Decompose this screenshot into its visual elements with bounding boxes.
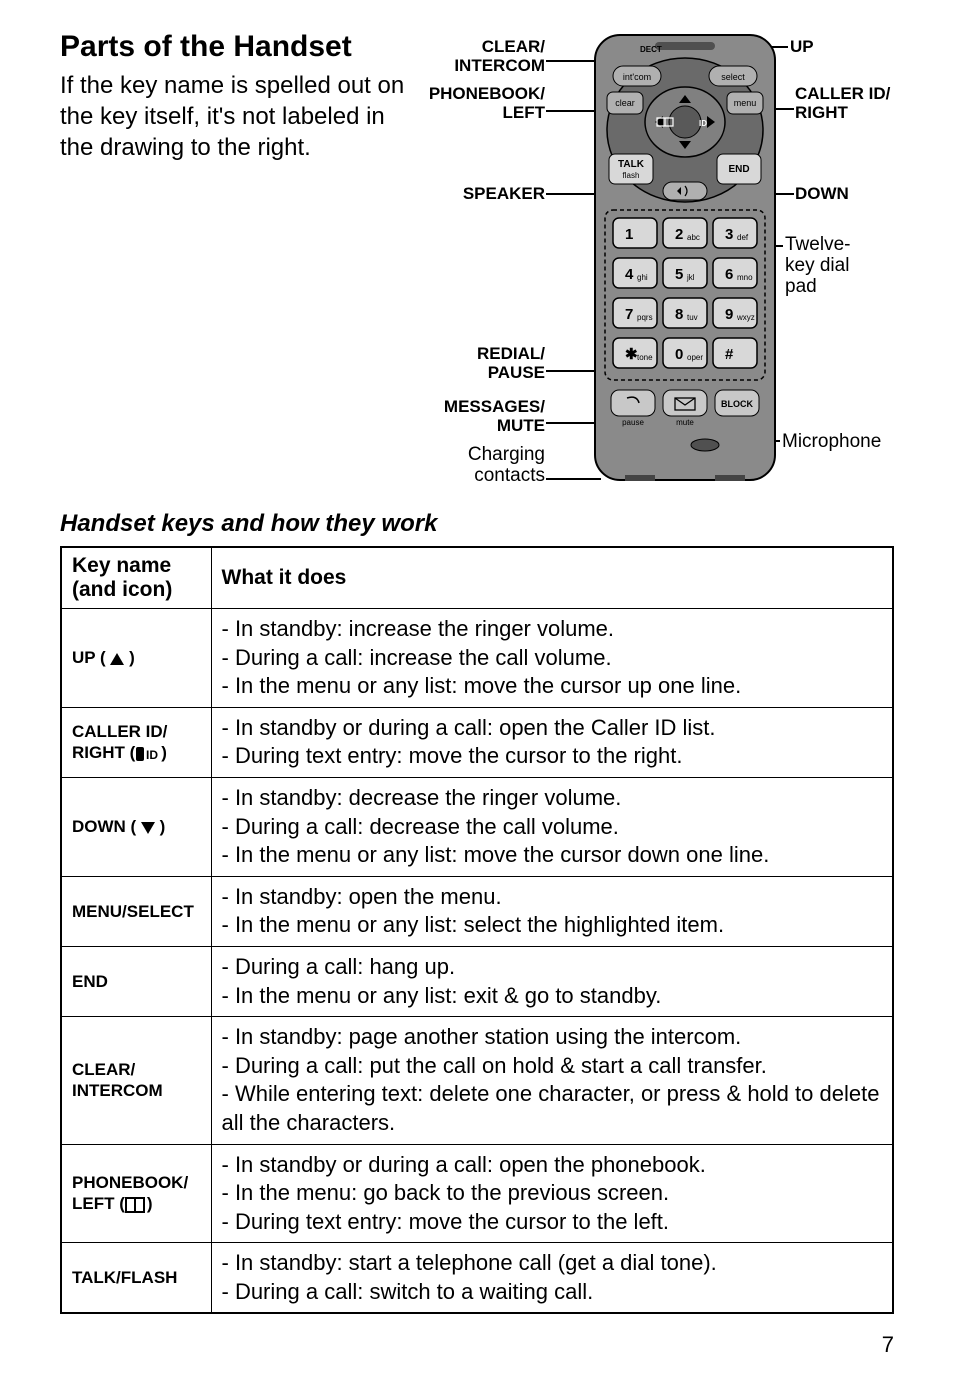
table-row: UP ( )- In standby: increase the ringer … [61,609,893,708]
svg-text:wxyz: wxyz [736,313,755,322]
table-row: DOWN ( )- In standby: decrease the ringe… [61,777,893,876]
svg-text:mute: mute [676,418,694,427]
key-desc-cell: - In standby: decrease the ringer volume… [211,777,893,876]
svg-text:#: # [725,346,734,363]
svg-text:clear: clear [615,98,635,108]
svg-text:tone: tone [637,353,653,362]
svg-text:ID: ID [699,119,707,128]
svg-text:ghi: ghi [637,273,648,282]
label-phonebook-left: PHONEBOOK/LEFT [400,85,545,122]
table-row: PHONEBOOK/LEFT ()- In standby or during … [61,1144,893,1243]
key-desc-cell: - In standby: increase the ringer volume… [211,609,893,708]
label-keypad: Twelve-key dialpad [785,235,850,298]
svg-text:def: def [737,233,749,242]
key-name-cell: UP ( ) [61,609,211,708]
label-redial-pause: REDIAL/PAUSE [460,345,545,382]
label-speaker: SPEAKER [450,185,545,204]
key-name-cell: PHONEBOOK/LEFT () [61,1144,211,1243]
section-subtitle: Handset keys and how they work [60,510,894,538]
label-down: DOWN [795,185,849,204]
label-microphone: Microphone [782,432,881,453]
svg-text:pqrs: pqrs [637,313,653,322]
col-header-key: Key name(and icon) [61,547,211,609]
label-clear-intercom: CLEAR/INTERCOM [410,38,545,75]
label-up: UP [790,38,814,57]
intro-text: If the key name is spelled out on the ke… [60,70,420,164]
svg-text:TALK: TALK [618,159,645,170]
key-desc-cell: - In standby or during a call: open the … [211,1144,893,1243]
page-number: 7 [60,1332,894,1358]
table-row: END- During a call: hang up.- In the men… [61,946,893,1016]
svg-text:4: 4 [625,266,634,283]
svg-text:9: 9 [725,306,733,323]
phone-illustration: DECT ID int'com select [585,30,785,500]
key-name-cell: CLEAR/INTERCOM [61,1017,211,1144]
label-messages-mute: MESSAGES/MUTE [430,398,545,435]
key-name-cell: END [61,946,211,1016]
svg-text:8: 8 [675,306,683,323]
table-row: TALK/FLASH- In standby: start a telephon… [61,1243,893,1314]
table-row: CALLER ID/RIGHT (ID)- In standby or duri… [61,707,893,777]
key-desc-cell: - In standby: page another station using… [211,1017,893,1144]
page-title: Parts of the Handset [60,30,420,64]
svg-text:0: 0 [675,346,683,363]
col-header-desc: What it does [211,547,893,609]
svg-text:int'com: int'com [623,72,651,82]
svg-text:flash: flash [623,171,640,180]
svg-text:5: 5 [675,266,683,283]
svg-text:menu: menu [734,98,757,108]
svg-text:6: 6 [725,266,733,283]
svg-text:END: END [728,164,749,175]
svg-text:tuv: tuv [687,313,698,322]
svg-text:3: 3 [725,226,733,243]
key-name-cell: TALK/FLASH [61,1243,211,1314]
svg-text:mno: mno [737,273,753,282]
table-row: CLEAR/INTERCOM- In standby: page another… [61,1017,893,1144]
svg-text:jkl: jkl [686,273,695,282]
key-name-cell: MENU/SELECT [61,876,211,946]
svg-text:DECT: DECT [640,45,662,54]
keys-table: Key name(and icon) What it does UP ( )- … [60,546,894,1314]
svg-text:1: 1 [625,226,633,243]
label-charging-contacts: Chargingcontacts [450,445,545,487]
svg-text:pause: pause [622,418,644,427]
handset-diagram: CLEAR/INTERCOM PHONEBOOK/LEFT SPEAKER RE… [430,30,894,500]
key-desc-cell: - During a call: hang up.- In the menu o… [211,946,893,1016]
svg-text:BLOCK: BLOCK [721,399,753,409]
key-desc-cell: - In standby or during a call: open the … [211,707,893,777]
key-name-cell: DOWN ( ) [61,777,211,876]
key-name-cell: CALLER ID/RIGHT (ID) [61,707,211,777]
svg-text:abc: abc [687,233,700,242]
svg-text:ID: ID [146,748,158,762]
table-row: MENU/SELECT- In standby: open the menu.-… [61,876,893,946]
label-callerid-right: CALLER ID/RIGHT [795,85,890,122]
key-desc-cell: - In standby: start a telephone call (ge… [211,1243,893,1314]
key-desc-cell: - In standby: open the menu.- In the men… [211,876,893,946]
svg-text:7: 7 [625,306,633,323]
svg-text:2: 2 [675,226,683,243]
svg-text:oper: oper [687,353,703,362]
svg-text:select: select [721,72,745,82]
